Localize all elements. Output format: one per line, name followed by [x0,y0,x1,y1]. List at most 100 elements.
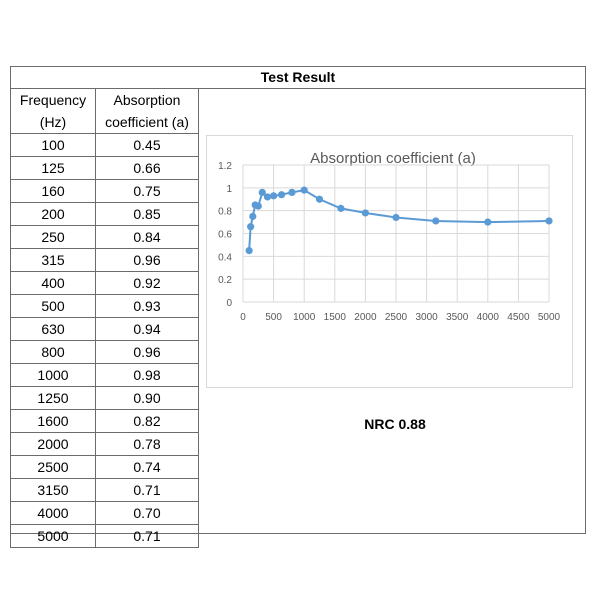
data-point [545,217,553,225]
y-tick-label: 0 [226,298,232,309]
frequency-header-line1: Frequency [19,92,87,108]
table-row: 1250 0.90 [10,386,199,410]
x-tick-label: 2500 [385,312,408,323]
x-tick-label: 1500 [324,312,347,323]
table-header-row: Frequency (Hz) Absorption coefficient (a… [10,88,199,134]
table-row: 800 0.96 [10,340,199,364]
table-row: 4000 0.70 [10,501,199,525]
frequency-header: Frequency (Hz) [10,88,96,134]
y-tick-label: 0.4 [218,252,232,263]
frequency-cell: 200 [10,202,96,226]
chart-pane: Absorption coefficient (a) 0 0.2 0.4 0.6 0.8… [198,89,587,535]
coefficient-cell: 0.74 [95,455,199,479]
frequency-cell: 100 [10,133,96,157]
frequency-cell: 800 [10,340,96,364]
frequency-cell: 2500 [10,455,96,479]
data-point [392,213,400,222]
coefficient-cell: 0.70 [95,501,199,525]
table-row: 1600 0.82 [10,409,199,433]
table-row: 5000 0.71 [10,524,199,548]
x-tick-label: 3000 [415,312,438,323]
data-point [337,204,345,212]
x-tick-label: 0 [240,312,246,323]
frequency-cell: 1000 [10,363,96,387]
data-point [288,188,296,196]
coefficient-cell: 0.84 [95,225,199,249]
table-row: 250 0.84 [10,225,199,249]
data-point [247,223,255,231]
data-point [270,192,278,200]
data-point [249,212,257,220]
absorption-header-line2: coefficient (a) [105,114,189,130]
coefficient-cell: 0.75 [95,179,199,203]
coefficient-cell: 0.45 [95,133,199,157]
table-row: 315 0.96 [10,248,199,272]
frequency-cell: 160 [10,179,96,203]
table-row: 100 0.45 [10,133,199,157]
absorption-chart: Absorption coefficient (a) 0 0.2 0.4 0.6 0.8… [218,150,561,323]
absorption-header: Absorption coefficient (a) [95,88,199,134]
frequency-cell: 2000 [10,432,96,456]
x-tick-label: 4500 [507,312,530,323]
coefficient-cell: 0.90 [95,386,199,410]
chart-title: Absorption coefficient (a) [310,150,476,167]
frequency-cell: 500 [10,294,96,318]
coefficient-cell: 0.78 [95,432,199,456]
data-table: Frequency (Hz) Absorption coefficient (a… [10,88,199,548]
data-point [315,195,324,203]
coefficient-cell: 0.85 [95,202,199,226]
table-row: 630 0.94 [10,317,199,341]
x-tick-label: 500 [265,312,282,323]
data-point [254,202,262,210]
data-point [300,186,308,194]
nrc-value: NRC 0.88 [364,416,426,432]
x-tick-label: 5000 [538,312,561,323]
data-point [258,188,266,196]
frequency-cell: 315 [10,248,96,272]
y-tick-label: 1 [226,184,232,195]
y-tick-label: 0.6 [218,230,232,241]
coefficient-cell: 0.93 [95,294,199,318]
frequency-cell: 630 [10,317,96,341]
coefficient-cell: 0.96 [95,248,199,272]
y-tick-label: 0.8 [218,207,232,218]
table-row: 160 0.75 [10,179,199,203]
frequency-cell: 5000 [10,524,96,548]
x-tick-label: 2000 [354,312,377,323]
data-point [361,209,369,217]
frequency-cell: 250 [10,225,96,249]
coefficient-cell: 0.94 [95,317,199,341]
frequency-cell: 4000 [10,501,96,525]
frequency-cell: 400 [10,271,96,295]
table-row: 1000 0.98 [10,363,199,387]
data-point [432,217,440,225]
frequency-cell: 1600 [10,409,96,433]
table-row: 500 0.93 [10,294,199,318]
frequency-cell: 1250 [10,386,96,410]
coefficient-cell: 0.71 [95,478,199,502]
frequency-cell: 125 [10,156,96,180]
coefficient-cell: 0.92 [95,271,199,295]
frequency-header-line2: (Hz) [39,114,67,130]
frequency-cell: 3150 [10,478,96,502]
coefficient-cell: 0.96 [95,340,199,364]
x-tick-label: 1000 [293,312,316,323]
coefficient-cell: 0.98 [95,363,199,387]
data-point [245,247,253,255]
table-row: 200 0.85 [10,202,199,226]
absorption-header-line1: Absorption [113,92,181,108]
y-tick-label: 0.2 [218,275,232,286]
series-line [248,189,550,251]
coefficient-cell: 0.66 [95,156,199,180]
table-title: Test Result [11,67,585,89]
test-result-frame: Test Result Frequency (Hz) Absorption co… [10,66,587,548]
coefficient-cell: 0.71 [95,524,199,548]
x-tick-label: 3500 [446,312,469,323]
data-point [277,191,286,199]
table-row: 125 0.66 [10,156,199,180]
y-tick-label: 1.2 [218,161,232,172]
table-row: 3150 0.71 [10,478,199,502]
chart-area: Absorption coefficient (a) 0 0.2 0.4 0.6 0.8… [206,135,573,388]
coefficient-cell: 0.82 [95,409,199,433]
table-row: 2000 0.78 [10,432,199,456]
